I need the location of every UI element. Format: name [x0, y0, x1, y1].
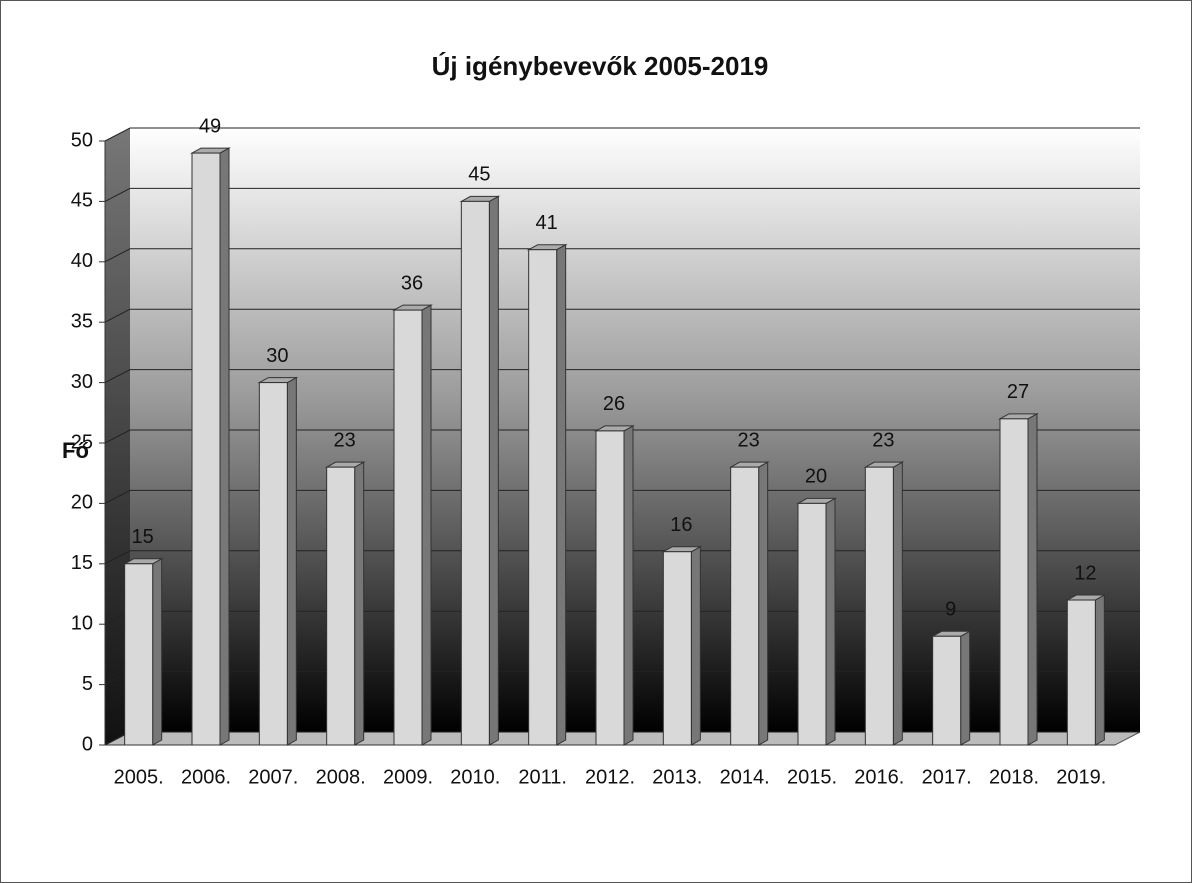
x-tick-label: 2005. [114, 766, 164, 788]
data-label: 16 [670, 514, 692, 536]
x-tick-label: 2010. [450, 766, 500, 788]
x-tick-label: 2014. [720, 766, 770, 788]
data-label: 26 [603, 393, 625, 415]
data-label: 30 [266, 345, 288, 367]
data-label: 45 [468, 164, 490, 186]
bar-side [286, 376, 297, 746]
x-tick-label: 2012. [585, 766, 635, 788]
chart-title: Új igénybevevők 2005-2019 [432, 51, 769, 81]
bar [258, 382, 288, 746]
data-label: 12 [1074, 562, 1096, 584]
x-tick-label: 2017. [922, 766, 972, 788]
x-tick-label: 2011. [518, 766, 567, 788]
bar-side [623, 425, 634, 746]
x-tick-label: 2006. [181, 766, 231, 788]
grid-line [104, 429, 131, 444]
y-tick-label: 45 [71, 190, 93, 212]
y-tick-label: 50 [71, 129, 93, 151]
bar-side [758, 461, 769, 746]
x-tick-label: 2013. [652, 766, 702, 788]
data-label: 27 [1007, 381, 1029, 403]
bar-side [892, 461, 903, 746]
y-tick-label: 30 [71, 371, 93, 393]
bar [124, 563, 154, 746]
grid-line [104, 489, 131, 504]
y-tick-label: 40 [71, 250, 93, 272]
grid-line [104, 550, 131, 565]
bar [460, 200, 490, 746]
x-tick-label: 2009. [383, 766, 433, 788]
y-tick-label: 20 [71, 492, 93, 514]
x-tick-label: 2018. [989, 766, 1039, 788]
data-label: 49 [199, 115, 221, 137]
data-label: 9 [945, 599, 956, 621]
y-tick-label: 25 [71, 431, 93, 453]
bar-side [825, 497, 836, 746]
bar [797, 502, 827, 746]
x-tick-label: 2015. [787, 766, 837, 788]
grid-line [104, 187, 131, 202]
bar [864, 466, 894, 746]
grid-line [104, 127, 131, 142]
data-label: 20 [805, 466, 827, 488]
x-tick-label: 2016. [854, 766, 904, 788]
data-label: 36 [401, 272, 423, 294]
y-tick-label: 15 [71, 552, 93, 574]
data-label: 23 [334, 429, 356, 451]
bar-side [960, 630, 971, 746]
bar-side [152, 557, 163, 746]
bar [662, 551, 692, 746]
bar [932, 635, 962, 746]
y-tick-label: 5 [82, 673, 93, 695]
data-label: 15 [132, 526, 154, 548]
bar [999, 418, 1029, 746]
bar-side [690, 545, 701, 746]
bar [1066, 599, 1096, 746]
bar-side [421, 304, 432, 746]
grid-line [104, 308, 131, 323]
x-tick-label: 2008. [316, 766, 366, 788]
bar [326, 466, 356, 746]
grid-line [104, 369, 131, 384]
bar-side [1094, 594, 1105, 746]
bar-side [488, 195, 499, 746]
bar [730, 466, 760, 746]
data-label: 23 [872, 429, 894, 451]
data-label: 23 [738, 429, 760, 451]
x-tick-label: 2007. [248, 766, 298, 788]
bar-side [556, 243, 567, 746]
bar [393, 309, 423, 746]
y-tick-label: 0 [82, 733, 93, 755]
bar [528, 249, 558, 746]
y-tick-label: 10 [71, 612, 93, 634]
bar [595, 430, 625, 746]
data-label: 41 [536, 212, 558, 234]
bar [191, 152, 221, 746]
x-tick-label: 2019. [1056, 766, 1106, 788]
y-axis-label: Fő [62, 438, 89, 463]
bar-side [1027, 412, 1038, 746]
grid-line [104, 248, 131, 263]
y-tick-label: 35 [71, 310, 93, 332]
bar-side [354, 461, 365, 746]
bar-side [219, 147, 230, 746]
